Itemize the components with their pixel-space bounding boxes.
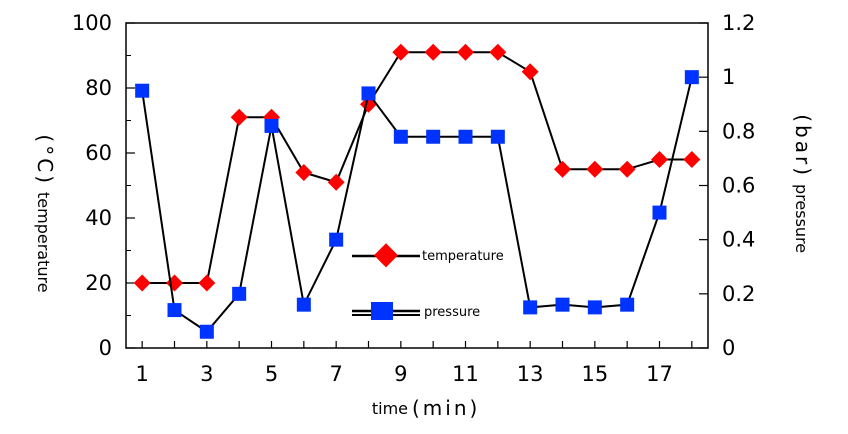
legend-item-pressure: pressure [352, 302, 480, 320]
data-point-temperature [618, 160, 636, 178]
left-y-tick-label: 40 [85, 206, 112, 230]
data-point-temperature [424, 43, 442, 61]
data-point-pressure [296, 297, 311, 312]
data-point-pressure [620, 297, 635, 312]
right-y-axis-title-main: pressure [792, 184, 811, 253]
right-y-tick-label: 0.2 [722, 282, 755, 306]
legend-marker-pressure [371, 302, 393, 320]
x-tick-label: 15 [581, 362, 608, 386]
x-axis-title-unit: (min) [412, 396, 480, 420]
left-y-axis-title-main: temperature [34, 192, 53, 293]
data-point-pressure [684, 70, 699, 85]
data-point-pressure [523, 300, 538, 315]
series-layer [133, 43, 701, 339]
data-point-pressure [426, 129, 441, 144]
data-point-pressure [652, 205, 667, 220]
data-point-temperature [586, 160, 604, 178]
data-point-pressure [490, 129, 505, 144]
data-point-pressure [361, 86, 376, 101]
right-y-tick-label: 0.6 [722, 174, 755, 198]
x-tick-label: 7 [329, 362, 342, 386]
data-point-temperature [198, 274, 216, 292]
x-tick-label: 17 [646, 362, 673, 386]
data-point-pressure [458, 129, 473, 144]
right-y-axis: 0 0.2 0.4 0.6 0.8 1 1.2 [699, 11, 755, 360]
left-y-tick-label: 0 [99, 336, 112, 360]
legend-marker-temperature [373, 243, 399, 268]
data-point-pressure [393, 129, 408, 144]
data-point-temperature [521, 63, 539, 81]
series-line-temperature [142, 51, 692, 284]
data-point-temperature [166, 274, 183, 292]
series-pressure [135, 70, 699, 339]
data-point-pressure [264, 118, 279, 133]
x-tick-label: 13 [517, 362, 544, 386]
x-tick-label: 5 [265, 362, 278, 386]
data-point-temperature [392, 43, 410, 61]
left-y-tick-label: 100 [72, 11, 112, 35]
x-tick-label: 11 [452, 362, 479, 386]
data-point-temperature [651, 151, 668, 168]
right-y-tick-label: 0.8 [722, 119, 755, 143]
data-point-pressure [199, 324, 214, 339]
right-y-axis-title-unit: (bar) [791, 114, 815, 178]
x-tick-label: 3 [200, 362, 213, 386]
data-point-temperature [327, 173, 345, 191]
data-point-pressure [329, 232, 344, 247]
data-point-temperature [489, 43, 507, 61]
left-y-axis: 0 20 40 60 80 100 [72, 11, 135, 360]
data-point-pressure [587, 300, 602, 315]
series-line-pressure [141, 76, 693, 334]
right-y-tick-label: 1 [722, 65, 735, 89]
data-point-temperature [133, 274, 151, 292]
data-point-temperature [554, 160, 571, 178]
legend-item-temperature: temperature [352, 243, 504, 268]
legend-label-pressure: pressure [424, 305, 480, 320]
left-y-axis-title: (°C) temperature [33, 134, 57, 292]
right-y-tick-label: 0 [722, 336, 735, 360]
right-y-tick-label: 0.4 [722, 228, 755, 252]
data-point-temperature [230, 108, 248, 126]
left-y-tick-label: 80 [85, 76, 112, 100]
x-axis-title: time (min) [372, 396, 480, 420]
data-point-temperature [457, 43, 474, 61]
series-temperature [133, 43, 701, 292]
data-point-temperature [295, 164, 313, 181]
data-point-pressure [555, 297, 570, 312]
x-tick-label: 9 [394, 362, 407, 386]
data-point-pressure [232, 286, 247, 301]
data-point-pressure [135, 83, 150, 98]
x-tick-label: 1 [135, 362, 148, 386]
legend: temperature pressure [352, 243, 504, 320]
right-y-tick-label: 1.2 [722, 11, 755, 35]
left-y-tick-label: 60 [85, 141, 112, 165]
left-y-tick-label: 20 [85, 271, 112, 295]
left-y-axis-title-unit: (°C) [33, 134, 57, 186]
right-y-axis-title: (bar) pressure [791, 114, 815, 253]
x-axis-title-main: time [372, 399, 408, 418]
data-point-temperature [683, 151, 701, 168]
x-axis: 1 3 5 7 9 11 13 15 17 [135, 341, 693, 386]
data-point-pressure [167, 303, 182, 318]
legend-label-temperature: temperature [422, 249, 504, 264]
